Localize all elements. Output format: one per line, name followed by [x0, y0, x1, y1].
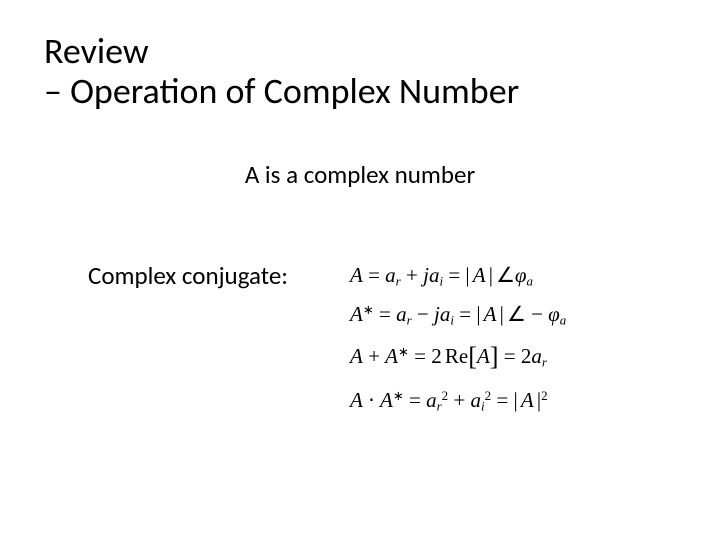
abs-open: |	[514, 388, 518, 412]
var-ai: a	[471, 388, 482, 412]
var-phi: φ	[515, 263, 527, 287]
title-line-1: Review	[44, 32, 676, 72]
var-ai: a	[429, 263, 440, 287]
op-eq: =	[409, 344, 431, 368]
equation-4: A ⋅ A∗ = ar2 + ai2 = |A|2	[350, 383, 566, 418]
star-icon: ∗	[398, 344, 409, 359]
complex-conjugate-label: Complex conjugate:	[88, 260, 288, 291]
op-eq2: =	[443, 263, 465, 287]
op-eq2: =	[499, 344, 521, 368]
num-2: 2	[431, 344, 442, 368]
op-plus: +	[448, 388, 470, 412]
var-A: A	[350, 302, 363, 326]
bracket-close-icon: ]	[490, 342, 499, 371]
op-eq2: =	[491, 388, 513, 412]
op-plus: +	[401, 263, 423, 287]
var-A1: A	[350, 388, 363, 412]
equation-3: A + A∗ = 2Re[A] = 2ar	[350, 335, 566, 378]
var-A3: A	[477, 344, 490, 368]
var-phi: φ	[548, 302, 560, 326]
op-dot: ⋅	[363, 388, 380, 412]
op-neg: −	[526, 302, 548, 326]
star-icon: ∗	[363, 301, 374, 316]
angle-icon: ∠	[507, 302, 526, 326]
angle-icon: ∠	[496, 263, 515, 287]
equation-1: A = ar + jai = |A|∠φa	[350, 258, 566, 293]
pow-2c: 2	[541, 387, 548, 402]
sub-a: a	[560, 312, 567, 327]
op-eq: =	[374, 302, 396, 326]
fn-Re: Re	[445, 344, 468, 368]
title-block: Review – Operation of Complex Number	[44, 32, 676, 111]
abs-close: |	[500, 302, 504, 326]
var-A: A	[350, 263, 363, 287]
num-2b: 2	[521, 344, 532, 368]
var-ar: a	[531, 344, 542, 368]
op-eq: =	[404, 388, 426, 412]
var-A2: A	[385, 344, 398, 368]
star-icon: ∗	[393, 387, 404, 402]
subheading: A is a complex number	[44, 159, 676, 190]
var-A1: A	[350, 344, 363, 368]
var-ai: a	[440, 302, 451, 326]
equations-block: A = ar + jai = |A|∠φa A∗ = ar − jai = |A…	[350, 258, 566, 421]
op-minus: −	[412, 302, 434, 326]
var-ar: a	[426, 388, 437, 412]
op-plus: +	[363, 344, 385, 368]
abs-A: A	[484, 302, 497, 326]
title-line-2: – Operation of Complex Number	[44, 72, 676, 112]
var-A2: A	[380, 388, 393, 412]
abs-A: A	[521, 388, 534, 412]
sub-r: r	[542, 355, 547, 370]
var-ar: a	[396, 302, 407, 326]
slide: Review – Operation of Complex Number A i…	[0, 0, 720, 540]
abs-open: |	[465, 263, 469, 287]
op-eq: =	[363, 263, 385, 287]
var-ar: a	[385, 263, 396, 287]
equation-2: A∗ = ar − jai = |A|∠ − φa	[350, 297, 566, 332]
sub-a: a	[527, 274, 534, 289]
abs-open: |	[476, 302, 480, 326]
bracket-open-icon: [	[468, 342, 477, 371]
abs-A: A	[473, 263, 486, 287]
abs-close: |	[489, 263, 493, 287]
op-eq2: =	[454, 302, 476, 326]
